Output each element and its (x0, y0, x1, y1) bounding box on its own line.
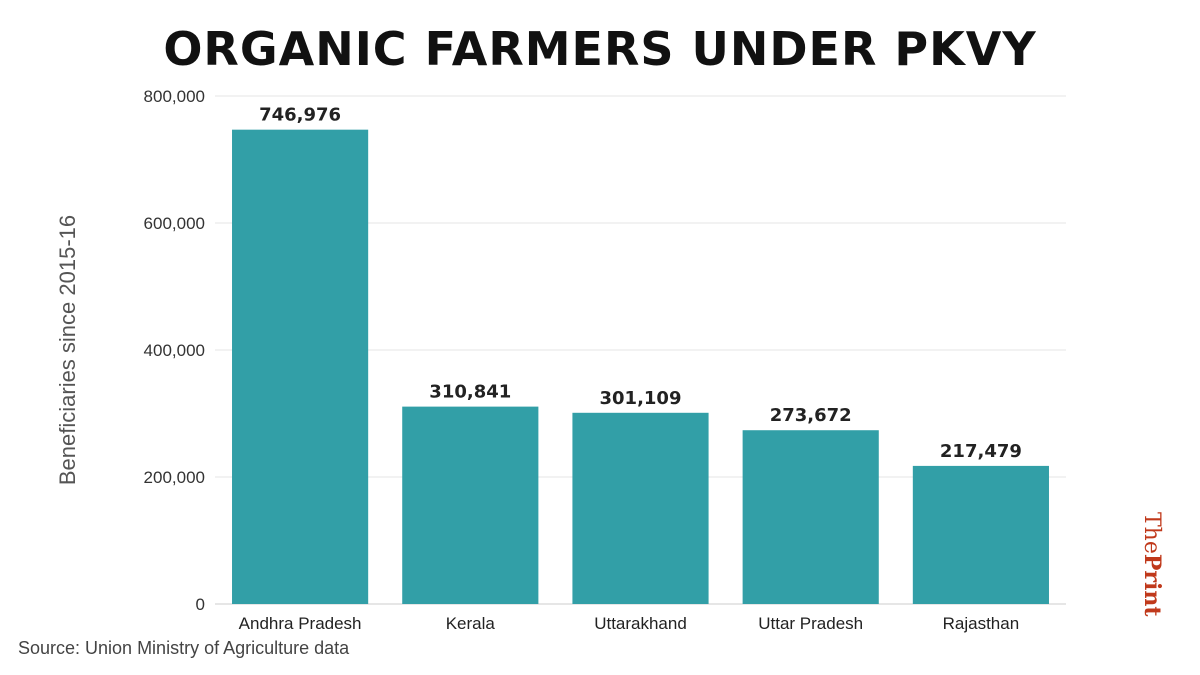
y-tick-label: 0 (196, 595, 205, 614)
bar-value-label: 273,672 (770, 405, 852, 426)
category-label: Uttar Pradesh (758, 614, 863, 633)
category-labels: Andhra Pradesh Kerala Uttarakhand Uttar Pra… (239, 614, 1020, 633)
category-label: Uttarakhand (594, 614, 687, 633)
y-tick-label: 600,000 (144, 214, 205, 233)
bar (912, 465, 1049, 604)
chart-title: ORGANIC FARMERS UNDER PKVY (163, 22, 1037, 76)
source-note: Source: Union Ministry of Agriculture da… (18, 638, 350, 658)
bar (742, 430, 879, 604)
bar-value-label: 217,479 (940, 441, 1022, 462)
category-label: Rajasthan (943, 614, 1020, 633)
bar (402, 406, 539, 604)
category-label: Andhra Pradesh (239, 614, 362, 633)
bars (232, 129, 1049, 605)
category-label: Kerala (446, 614, 496, 633)
bar-value-label: 746,976 (259, 105, 341, 126)
y-axis-label: Beneficiaries since 2015-16 (55, 215, 80, 485)
bar (232, 129, 369, 605)
y-tick-label: 200,000 (144, 468, 205, 487)
data-labels: 746,976 310,841 301,109 273,672 217,479 (259, 105, 1022, 462)
bar-value-label: 310,841 (429, 382, 511, 403)
bar-value-label: 301,109 (600, 388, 682, 409)
y-tick-label: 800,000 (144, 87, 205, 106)
brand-print: Print (1139, 553, 1165, 617)
bar (572, 412, 709, 604)
brand-the: The (1139, 512, 1164, 554)
brand-logo: ThePrint (1132, 512, 1172, 642)
y-axis-ticks: 0 200,000 400,000 600,000 800,000 (144, 87, 205, 614)
y-tick-label: 400,000 (144, 341, 205, 360)
